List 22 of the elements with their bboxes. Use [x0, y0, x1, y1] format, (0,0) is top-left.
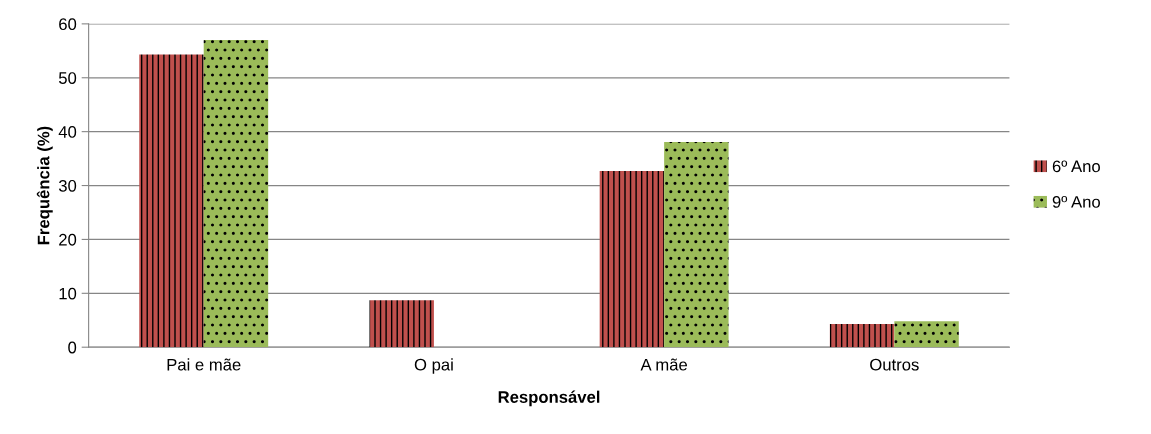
- legend-label: 6º Ano: [1052, 160, 1100, 173]
- bar: [894, 321, 959, 348]
- y-axis-title: Frequência (%): [36, 126, 53, 245]
- y-tick-label: 0: [68, 341, 77, 354]
- x-tick-label: A mãe: [640, 358, 688, 371]
- legend-label: 9º Ano: [1052, 195, 1100, 208]
- y-tick-label: 40: [58, 126, 77, 138]
- y-tick-label: 10: [59, 287, 77, 300]
- x-tick-label: Pai e mãe: [167, 358, 241, 371]
- x-tick-label: O pai: [414, 358, 453, 374]
- x-axis-title: Responsável: [498, 390, 600, 407]
- bar: [829, 324, 895, 348]
- bar: [369, 300, 434, 348]
- y-tick-label: 30: [58, 179, 77, 192]
- bar: [664, 141, 729, 348]
- bar: [599, 170, 665, 348]
- x-tick-label: Outros: [870, 358, 919, 371]
- bar: [139, 54, 204, 348]
- y-tick-label: 60: [59, 18, 77, 31]
- bar: [203, 40, 269, 348]
- y-tick-label: 50: [58, 72, 77, 84]
- y-tick-label: 20: [59, 233, 77, 246]
